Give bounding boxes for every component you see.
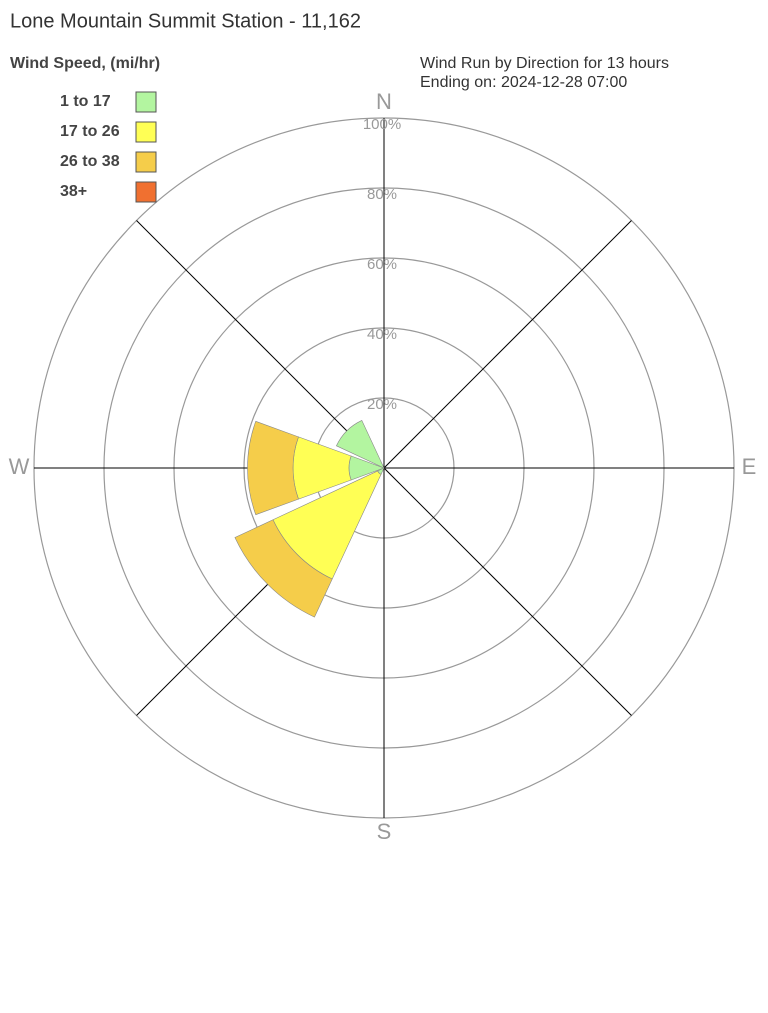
direction-label: E [742, 454, 757, 479]
chart-title: Lone Mountain Summit Station - 11,162 [10, 10, 361, 32]
legend-title: Wind Speed, (mi/hr) [10, 55, 160, 72]
r-tick-label: 80% [367, 186, 397, 203]
direction-label: W [9, 454, 30, 479]
subtitle: Ending on: 2024-12-28 07:00 [420, 74, 627, 91]
wedge [247, 420, 299, 516]
r-tick-label: 100% [363, 116, 401, 133]
r-tick-label: 60% [367, 256, 397, 273]
direction-label: N [376, 89, 392, 114]
direction-label: S [377, 819, 392, 844]
legend-label: 26 to 38 [60, 153, 120, 170]
r-tick-label: 40% [367, 326, 397, 343]
legend-label: 38+ [60, 183, 87, 200]
legend-label: 1 to 17 [60, 93, 111, 110]
legend-swatch [135, 121, 157, 143]
legend-swatch [135, 91, 157, 113]
legend-swatch [135, 181, 157, 203]
legend-label: 17 to 26 [60, 123, 120, 140]
legend-swatch [135, 151, 157, 173]
subtitle: Wind Run by Direction for 13 hours [420, 55, 669, 72]
wedge [336, 420, 385, 469]
r-tick-label: 20% [367, 396, 397, 413]
wedge [234, 519, 333, 618]
